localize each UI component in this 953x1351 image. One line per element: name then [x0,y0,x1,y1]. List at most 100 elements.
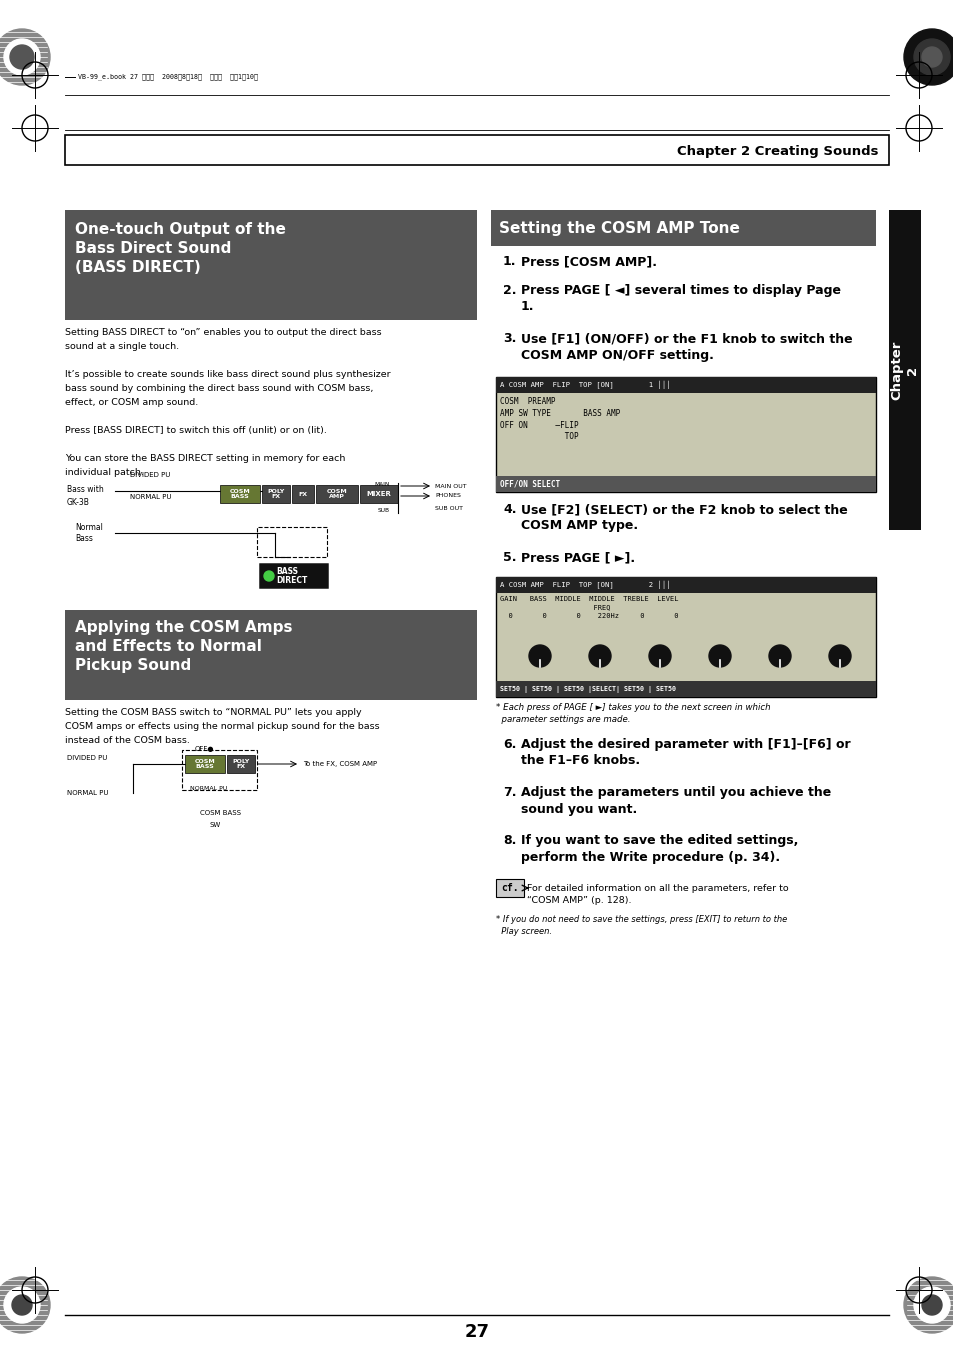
Text: SW: SW [210,821,221,828]
FancyBboxPatch shape [496,377,875,492]
Text: COSM
AMP: COSM AMP [326,489,347,500]
Text: VB-99_e.book 27 ページ  2008年8月18日  月曜日  午後1時10分: VB-99_e.book 27 ページ 2008年8月18日 月曜日 午後1時1… [78,74,257,80]
Text: For detailed information on all the parameters, refer to
“COSM AMP” (p. 128).: For detailed information on all the para… [526,884,788,905]
Text: If you want to save the edited settings,
perform the Write procedure (p. 34).: If you want to save the edited settings,… [520,834,798,863]
Text: COSM  PREAMP
AMP SW TYPE       BASS AMP
OFF ON      ─FLIP
              TOP: COSM PREAMP AMP SW TYPE BASS AMP OFF ON … [499,397,619,442]
Text: One-touch Output of the
Bass Direct Sound
(BASS DIRECT): One-touch Output of the Bass Direct Soun… [75,222,286,276]
FancyBboxPatch shape [888,209,920,530]
Text: OFF●: OFF● [194,746,214,753]
Text: Applying the COSM Amps
and Effects to Normal
Pickup Sound: Applying the COSM Amps and Effects to No… [75,620,293,673]
Text: A COSM AMP  FLIP  TOP [ON]        1 │││: A COSM AMP FLIP TOP [ON] 1 │││ [499,381,670,389]
Text: NORMAL PU: NORMAL PU [190,786,227,790]
Circle shape [903,1277,953,1333]
Text: COSM BASS: COSM BASS [200,811,241,816]
FancyBboxPatch shape [496,681,875,697]
Text: Press PAGE [ ►].: Press PAGE [ ►]. [520,551,635,563]
Text: Setting BASS DIRECT to “on” enables you to output the direct bass: Setting BASS DIRECT to “on” enables you … [65,328,381,336]
Text: COSM
BASS: COSM BASS [194,759,215,769]
FancyBboxPatch shape [65,135,888,165]
Text: Chapter
2: Chapter 2 [889,340,919,400]
Text: FX: FX [298,492,307,497]
Circle shape [10,45,34,69]
Text: COSM
BASS: COSM BASS [230,489,250,500]
Circle shape [264,571,274,581]
Text: Press [COSM AMP].: Press [COSM AMP]. [520,255,657,267]
FancyBboxPatch shape [496,880,523,897]
Text: 7.: 7. [502,786,516,798]
Text: Bass: Bass [75,535,92,543]
Text: NORMAL PU: NORMAL PU [130,494,172,500]
Text: OFF/ON SELECT: OFF/ON SELECT [499,480,559,489]
Text: GAIN   BASS  MIDDLE  MIDDLE  TREBLE  LEVEL
                      FREQ
  0       : GAIN BASS MIDDLE MIDDLE TREBLE LEVEL FRE… [499,596,678,619]
Text: NORMAL PU: NORMAL PU [67,790,109,796]
FancyBboxPatch shape [496,577,875,697]
Text: Setting the COSM BASS switch to “NORMAL PU” lets you apply: Setting the COSM BASS switch to “NORMAL … [65,708,361,717]
Text: Chapter 2 Creating Sounds: Chapter 2 Creating Sounds [677,146,878,158]
Text: instead of the COSM bass.: instead of the COSM bass. [65,736,190,744]
Circle shape [921,1296,941,1315]
FancyBboxPatch shape [496,476,875,492]
FancyBboxPatch shape [491,209,875,246]
FancyBboxPatch shape [292,485,314,503]
FancyBboxPatch shape [227,755,254,773]
Text: SUB: SUB [377,508,390,512]
Text: bass sound by combining the direct bass sound with COSM bass,: bass sound by combining the direct bass … [65,384,373,393]
Circle shape [828,644,850,667]
Text: Press PAGE [ ◄] several times to display Page
1.: Press PAGE [ ◄] several times to display… [520,284,841,313]
Text: POLY
FX: POLY FX [267,489,284,500]
Text: 6.: 6. [502,738,516,751]
Text: * Each press of PAGE [ ►] takes you to the next screen in which
  parameter sett: * Each press of PAGE [ ►] takes you to t… [496,703,770,724]
FancyBboxPatch shape [496,377,875,393]
Text: 4.: 4. [502,503,516,516]
Circle shape [588,644,610,667]
Circle shape [921,47,941,68]
Circle shape [12,1296,32,1315]
Circle shape [903,28,953,85]
FancyBboxPatch shape [359,485,397,503]
Text: Bass with: Bass with [67,485,104,494]
Text: DIVIDED PU: DIVIDED PU [67,755,108,761]
Circle shape [648,644,670,667]
Text: Setting the COSM AMP Tone: Setting the COSM AMP Tone [498,220,740,235]
Text: It’s possible to create sounds like bass direct sound plus synthesizer: It’s possible to create sounds like bass… [65,370,390,380]
Text: 3.: 3. [502,332,516,345]
Text: Use [F2] (SELECT) or the F2 knob to select the
COSM AMP type.: Use [F2] (SELECT) or the F2 knob to sele… [520,503,847,532]
Circle shape [913,39,949,76]
Text: SET50 | SET50 | SET50 |SELECT| SET50 | SET50: SET50 | SET50 | SET50 |SELECT| SET50 | S… [499,685,676,693]
Text: individual patch.: individual patch. [65,467,144,477]
Circle shape [4,39,40,76]
Text: Adjust the parameters until you achieve the
sound you want.: Adjust the parameters until you achieve … [520,786,830,816]
Text: 5.: 5. [502,551,516,563]
Text: Normal: Normal [75,523,103,531]
Text: cf.: cf. [500,884,518,893]
Text: Adjust the desired parameter with [F1]–[F6] or
the F1–F6 knobs.: Adjust the desired parameter with [F1]–[… [520,738,850,767]
FancyBboxPatch shape [262,485,290,503]
FancyBboxPatch shape [259,563,328,589]
Circle shape [768,644,790,667]
Text: * If you do not need to save the settings, press [EXIT] to return to the
  Play : * If you do not need to save the setting… [496,915,786,936]
Text: SUB OUT: SUB OUT [435,505,462,511]
FancyBboxPatch shape [65,611,476,700]
Text: ON: ON [194,757,206,762]
Text: MAIN: MAIN [375,482,390,488]
Circle shape [4,1288,40,1323]
Text: 8.: 8. [502,834,516,847]
Text: BASS
DIRECT: BASS DIRECT [275,566,307,585]
Circle shape [913,1288,949,1323]
FancyBboxPatch shape [65,209,476,320]
Text: Press [BASS DIRECT] to switch this off (unlit) or on (lit).: Press [BASS DIRECT] to switch this off (… [65,426,327,435]
Text: Use [F1] (ON/OFF) or the F1 knob to switch the
COSM AMP ON/OFF setting.: Use [F1] (ON/OFF) or the F1 knob to swit… [520,332,852,362]
Text: sound at a single touch.: sound at a single touch. [65,342,179,351]
FancyBboxPatch shape [496,577,875,593]
Text: 27: 27 [464,1323,489,1342]
Circle shape [529,644,551,667]
Text: effect, or COSM amp sound.: effect, or COSM amp sound. [65,399,198,407]
Circle shape [0,1277,50,1333]
Text: MAIN OUT: MAIN OUT [435,484,466,489]
Circle shape [0,28,50,85]
Text: 1.: 1. [502,255,516,267]
FancyBboxPatch shape [220,485,260,503]
Text: 2.: 2. [502,284,516,297]
FancyBboxPatch shape [185,755,225,773]
Text: COSM amps or effects using the normal pickup sound for the bass: COSM amps or effects using the normal pi… [65,721,379,731]
